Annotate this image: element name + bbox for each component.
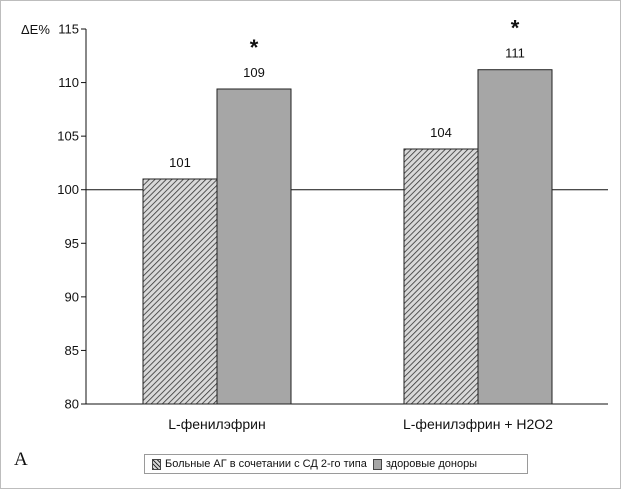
- bar-patients: [403, 148, 479, 405]
- bar-value-label: 111: [505, 46, 525, 61]
- legend: Больные АГ в сочетании с СД 2-го типа зд…: [144, 454, 528, 474]
- y-tick-label: 115: [58, 22, 79, 37]
- legend-swatch-hatched: [152, 458, 161, 470]
- y-tick-label: 90: [65, 289, 79, 304]
- legend-item-patients: Больные АГ в сочетании с СД 2-го типа: [152, 458, 367, 470]
- bar-value-label: 104: [430, 125, 452, 140]
- y-tick-label: 85: [65, 343, 79, 358]
- legend-item-donors: здоровые доноры: [372, 458, 478, 470]
- label-layer: 101 109 L-фенилэфрин 104 111 L-фенилэфрин + H…: [168, 16, 553, 432]
- panel-letter: A: [14, 449, 28, 470]
- legend-swatch-solid: [372, 458, 382, 470]
- y-tick-label: 105: [57, 129, 79, 144]
- y-axis-label: ΔE%: [21, 22, 50, 37]
- y-tick-label: 80: [65, 397, 79, 412]
- y-tick-label: 100: [57, 182, 79, 197]
- category-label: L-фенилэфрин: [168, 416, 265, 432]
- y-tick-label: 110: [58, 75, 79, 90]
- bar-layer: [142, 69, 553, 405]
- y-tick-label: 95: [65, 236, 79, 251]
- legend-label-donors: здоровые доноры: [385, 458, 478, 470]
- bar-donors: [477, 69, 553, 405]
- significance-asterisk: *: [250, 35, 259, 60]
- bar-value-label: 101: [169, 155, 191, 170]
- significance-asterisk: *: [511, 16, 520, 41]
- bar-value-label: 109: [243, 65, 265, 80]
- bar-donors: [216, 88, 292, 405]
- legend-label-patients: Больные АГ в сочетании с СД 2-го типа: [165, 458, 367, 470]
- bar-patients: [142, 178, 218, 405]
- category-label: L-фенилэфрин + H2O2: [403, 416, 553, 432]
